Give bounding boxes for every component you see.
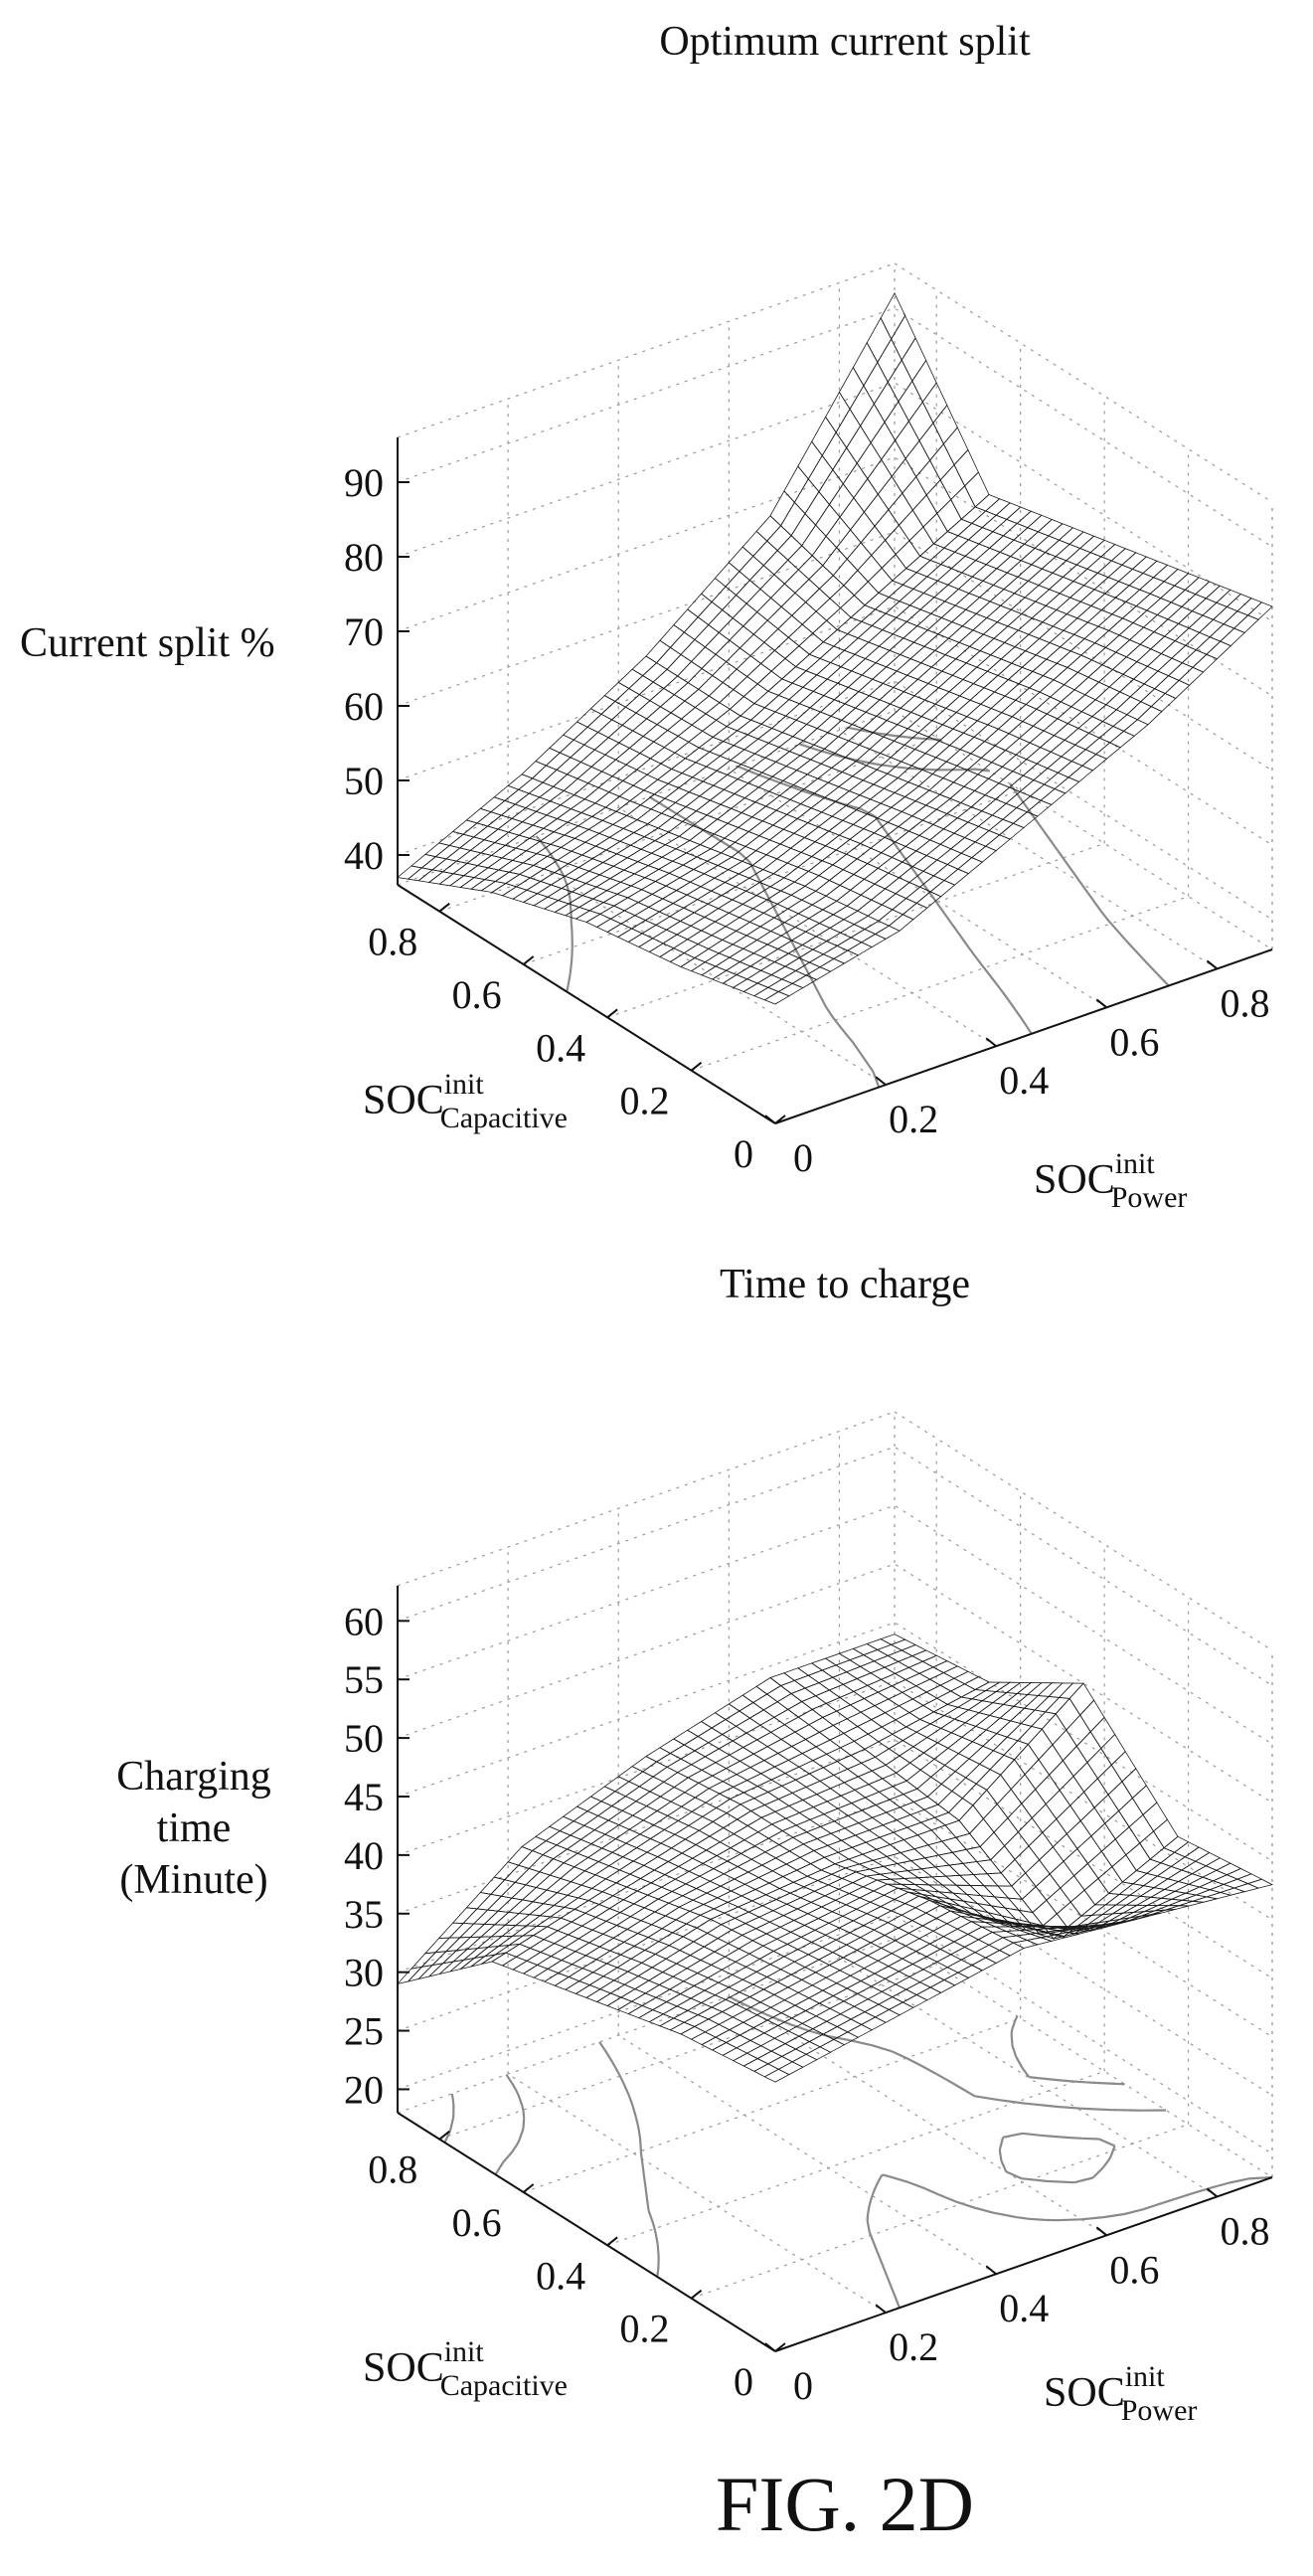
y-tick-label: 0.2 <box>620 2307 670 2351</box>
y-axis-line <box>397 2112 776 2352</box>
x-tick-label: 0.6 <box>1109 1019 1159 1064</box>
z-axis-label: Current split % <box>20 620 275 666</box>
y-tick-label: 0.4 <box>536 1025 585 1070</box>
y-axis-label: SOCinit Capacitive <box>363 2335 568 2402</box>
z-tick-label: 55 <box>344 1657 384 1702</box>
z-axis-label-line: Charging <box>116 1754 271 1800</box>
z-tick-label: 40 <box>344 1833 384 1878</box>
contour-line <box>494 2074 526 2175</box>
x-tick-label: 0.8 <box>1220 980 1269 1025</box>
contour-line <box>847 726 940 741</box>
axes: 0 0.2 0.4 0.6 0.8 0 0.2 0.4 0.6 0.8 40 50 60 70 80 90 <box>344 437 1273 1180</box>
y-tick-label: 0.8 <box>368 920 417 964</box>
x-axis-line <box>774 948 1273 1124</box>
z-axis-label-line: time <box>157 1805 232 1851</box>
z-tick-label: 50 <box>344 759 384 803</box>
floor-contours <box>535 726 1170 1088</box>
z-tick-label: 60 <box>344 1599 384 1643</box>
contour-line <box>443 2093 455 2144</box>
grid <box>397 1411 1273 2352</box>
chart-title: Time to charge <box>720 1262 970 1307</box>
z-tick-label: 60 <box>344 684 384 729</box>
x-axis-label: SOCinit Power <box>1034 1147 1187 1214</box>
z-tick-label: 80 <box>344 535 384 580</box>
chart-time-to-charge: Time to charge 0 0.2 0.4 0.6 0.8 0 0.2 0.4 0.6 0.8… <box>116 1262 1274 2427</box>
contour-line <box>799 743 1170 987</box>
floor-contours <box>443 1995 1273 2309</box>
surface-mesh <box>396 1633 1274 2083</box>
x-tick-label: 0.4 <box>999 1058 1049 1103</box>
surface-mesh <box>397 292 1273 1005</box>
y-tick-label: 0.6 <box>452 2200 502 2245</box>
y-tick-label: 0.8 <box>368 2147 417 2192</box>
contour-line <box>736 765 1033 1035</box>
z-tick-label: 90 <box>344 460 384 505</box>
x-axis-line <box>774 2176 1273 2352</box>
x-tick-label: 0.2 <box>889 1097 938 1141</box>
contour-line <box>598 2041 1116 2278</box>
y-axis-label: SOCinit Capacitive <box>363 1068 568 1134</box>
x-tick-label: 0.2 <box>889 2324 938 2369</box>
z-tick-label: 30 <box>344 1951 384 1995</box>
z-tick-label: 35 <box>344 1892 384 1937</box>
y-tick-label: 0.4 <box>536 2253 585 2298</box>
figure-caption: FIG. 2D <box>716 2461 974 2547</box>
z-tick-label: 50 <box>344 1716 384 1761</box>
x-tick-label: 0.8 <box>1220 2208 1269 2253</box>
x-tick-label: 0.4 <box>999 2286 1049 2330</box>
y-axis-line <box>397 884 776 1124</box>
x-axis-label: SOCinit Power <box>1044 2360 1197 2427</box>
z-tick-label: 20 <box>344 2067 384 2112</box>
contour-line <box>1010 2015 1125 2086</box>
x-tick-label: 0 <box>793 1135 813 1180</box>
chart-title: Optimum current split <box>659 19 1031 65</box>
chart-optimum-current-split: Optimum current split 0 0.2 0.4 0.6 0.8 0 0.2 0.… <box>20 19 1273 1214</box>
contour-line <box>728 1995 1273 2309</box>
y-tick-label: 0 <box>734 1131 753 1176</box>
z-tick-label: 70 <box>344 609 384 654</box>
y-tick-label: 0 <box>734 2359 753 2404</box>
z-tick-label: 25 <box>344 2009 384 2054</box>
z-tick-label: 40 <box>344 833 384 878</box>
z-axis-label-line: (Minute) <box>119 1857 267 1903</box>
x-tick-label: 0 <box>793 2363 813 2408</box>
y-tick-label: 0.6 <box>452 972 502 1017</box>
z-tick-label: 45 <box>344 1775 384 1819</box>
axes: 0 0.2 0.4 0.6 0.8 0 0.2 0.4 0.6 0.8 20 25 30 35 40 45 50… <box>344 1586 1273 2408</box>
x-tick-label: 0.6 <box>1109 2247 1159 2292</box>
y-tick-label: 0.2 <box>620 1079 670 1123</box>
